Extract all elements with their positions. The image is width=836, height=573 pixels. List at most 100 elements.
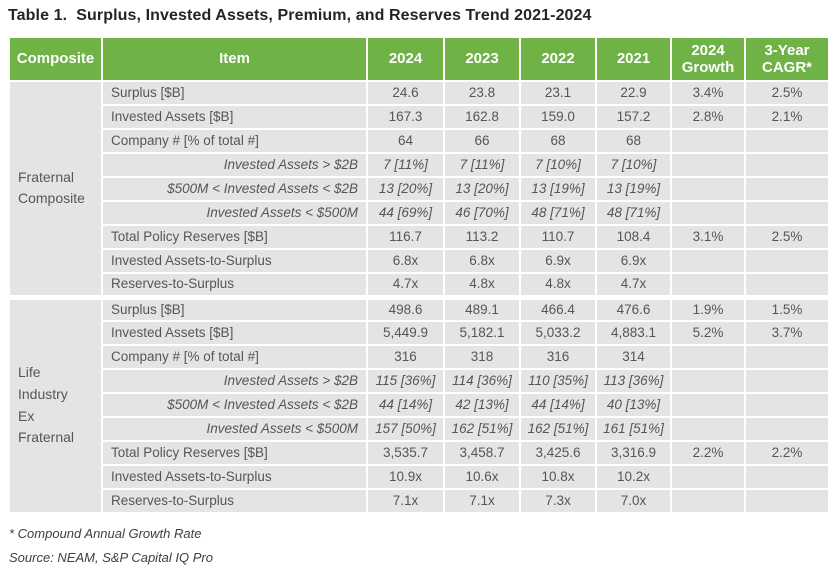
year-value: 3,535.7: [366, 440, 445, 466]
year-value: 4,883.1: [595, 320, 672, 346]
item-label: Invested Assets [$B]: [101, 104, 368, 130]
year-value: 44 [14%]: [366, 392, 445, 418]
table-row: Fraternal Composite Surplus [$B] 24.6 23.8 2…: [8, 80, 830, 298]
year-value: 110 [35%]: [519, 368, 597, 394]
year-value: 13 [19%]: [595, 176, 672, 202]
year-value: 5,182.1: [443, 320, 521, 346]
year-value: 7.1x: [443, 488, 521, 514]
year-value: 115 [36%]: [366, 368, 445, 394]
footnotes: * Compound Annual Growth Rate Source: NE…: [9, 526, 828, 565]
year-value: 110.7: [519, 224, 597, 250]
cagr-value: [744, 248, 830, 274]
year-value: 48 [71%]: [595, 200, 672, 226]
year-value: 68: [595, 128, 672, 154]
year-value: 7 [11%]: [443, 152, 521, 178]
year-value: 162.8: [443, 104, 521, 130]
growth-value: [670, 344, 746, 370]
item-label: Reserves-to-Surplus: [101, 272, 368, 298]
year-value: 4.7x: [366, 272, 445, 298]
year-value: 22.9: [595, 80, 672, 106]
item-label: Total Policy Reserves [$B]: [101, 224, 368, 250]
year-value: 23.1: [519, 80, 597, 106]
growth-value: [670, 488, 746, 514]
year-value: 162 [51%]: [443, 416, 521, 442]
growth-value: [670, 392, 746, 418]
item-label: Invested Assets-to-Surplus: [101, 248, 368, 274]
year-value: 498.6: [366, 294, 445, 322]
table-row: Invested Assets [$B] 167.3 162.8 159.0 157.2…: [9, 104, 830, 130]
year-value: 6.9x: [519, 248, 597, 274]
header-2022: 2022: [519, 36, 597, 82]
year-value: 316: [366, 344, 445, 370]
year-value: 10.6x: [443, 464, 521, 490]
year-value: 7.0x: [595, 488, 672, 514]
table-row: Invested Assets [$B] 5,449.9 5,182.1 5,033.…: [9, 320, 830, 346]
cagr-value: 2.1%: [744, 104, 830, 130]
year-value: 46 [70%]: [443, 200, 521, 226]
financial-table: Composite Item 2024 2023 2022 2021 2024 …: [8, 36, 830, 514]
cagr-value: [744, 464, 830, 490]
table-row: Reserves-to-Surplus 4.7x 4.8x 4.8x 4.7x: [9, 272, 830, 298]
year-value: 10.8x: [519, 464, 597, 490]
footnote-source: Source: NEAM, S&P Capital IQ Pro: [9, 550, 213, 565]
year-value: 116.7: [366, 224, 445, 250]
table-row: Invested Assets < $500M 44 [69%] 46 [70%] 4…: [9, 200, 830, 226]
cagr-value: 2.5%: [744, 80, 830, 106]
cagr-value: [744, 200, 830, 226]
table-row: Company # [% of total #] 316 318 316 314: [9, 344, 830, 370]
year-value: 13 [20%]: [366, 176, 445, 202]
item-label: Reserves-to-Surplus: [101, 488, 368, 514]
year-value: 5,033.2: [519, 320, 597, 346]
growth-value: [670, 368, 746, 394]
year-value: 48 [71%]: [519, 200, 597, 226]
cagr-value: [744, 368, 830, 394]
year-value: 13 [20%]: [443, 176, 521, 202]
cagr-value: [744, 416, 830, 442]
footnote-cagr: * Compound Annual Growth Rate: [9, 526, 202, 541]
year-value: 10.2x: [595, 464, 672, 490]
growth-value: [670, 176, 746, 202]
year-value: 162 [51%]: [519, 416, 597, 442]
year-value: 113.2: [443, 224, 521, 250]
growth-value: [670, 152, 746, 178]
header-item: Item: [101, 36, 368, 82]
year-value: 113 [36%]: [595, 368, 672, 394]
year-value: 64: [366, 128, 445, 154]
cagr-value: [744, 152, 830, 178]
table-header: Composite Item 2024 2023 2022 2021 2024 …: [8, 36, 830, 82]
item-label: Invested Assets-to-Surplus: [101, 464, 368, 490]
year-value: 316: [519, 344, 597, 370]
table-row: Life Industry Ex Fraternal Surplus [$B] 49…: [8, 294, 830, 514]
cagr-value: [744, 128, 830, 154]
year-value: 24.6: [366, 80, 445, 106]
header-2024: 2024: [366, 36, 445, 82]
year-value: 466.4: [519, 294, 597, 322]
table-row: Total Policy Reserves [$B] 3,535.7 3,458.7…: [9, 440, 830, 466]
year-value: 6.8x: [366, 248, 445, 274]
year-value: 7 [11%]: [366, 152, 445, 178]
cagr-value: 3.7%: [744, 320, 830, 346]
growth-value: [670, 248, 746, 274]
cagr-value: [744, 176, 830, 202]
item-label: Invested Assets < $500M: [101, 416, 368, 442]
table-row: Total Policy Reserves [$B] 116.7 113.2 110.…: [9, 224, 830, 250]
table-row: Invested Assets < $500M 157 [50%] 162 [51%…: [9, 416, 830, 442]
item-label: Surplus [$B]: [101, 294, 368, 322]
table-row: $500M < Invested Assets < $2B 44 [14%] 42 …: [9, 392, 830, 418]
cagr-value: [744, 392, 830, 418]
item-label: $500M < Invested Assets < $2B: [101, 176, 368, 202]
item-label: Invested Assets > $2B: [101, 152, 368, 178]
growth-value: 3.4%: [670, 80, 746, 106]
year-value: 6.9x: [595, 248, 672, 274]
table-body: Fraternal Composite Surplus [$B] 24.6 23.8 2…: [8, 80, 830, 514]
year-value: 44 [69%]: [366, 200, 445, 226]
table-row: Invested Assets > $2B 7 [11%] 7 [11%] 7 [10…: [9, 152, 830, 178]
year-value: 108.4: [595, 224, 672, 250]
item-label: Invested Assets < $500M: [101, 200, 368, 226]
header-composite: Composite: [8, 36, 103, 82]
cagr-value: [744, 344, 830, 370]
year-value: 3,425.6: [519, 440, 597, 466]
growth-value: [670, 416, 746, 442]
item-label: Invested Assets [$B]: [101, 320, 368, 346]
group-label: Life Industry Ex Fraternal: [8, 294, 103, 514]
